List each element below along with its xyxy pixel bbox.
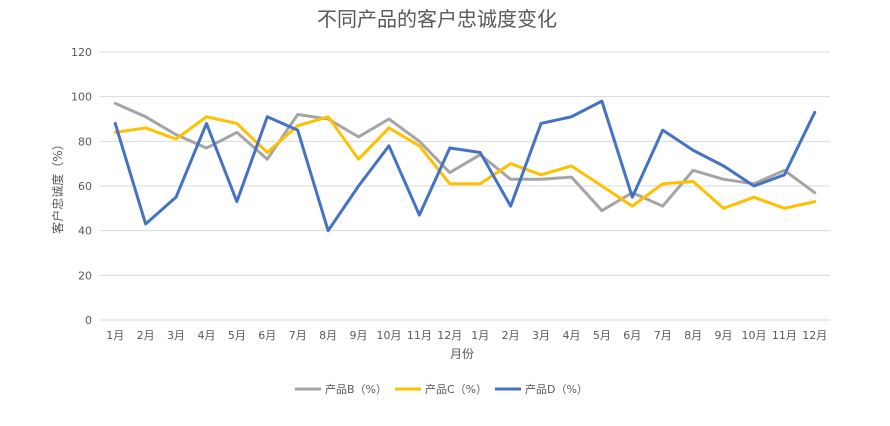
y-tick-label: 60 bbox=[78, 180, 92, 193]
x-axis-ticks: 1月 2月 3月 4月 5月 6月 7月 8月 9月 10月 11月 12月 1月 2月 3月 4月 5月 6月 7… bbox=[106, 329, 827, 342]
x-axis-label: 月份 bbox=[450, 347, 474, 361]
x-tick-label: 10月 bbox=[376, 329, 401, 342]
x-tick-label: 3月 bbox=[167, 329, 185, 342]
x-tick-label: 1月 bbox=[471, 329, 489, 342]
x-tick-label: 4月 bbox=[562, 329, 580, 342]
y-tick-label: 40 bbox=[78, 225, 92, 238]
x-tick-label: 3月 bbox=[532, 329, 550, 342]
x-tick-label: 9月 bbox=[350, 329, 368, 342]
x-tick-label: 7月 bbox=[289, 329, 307, 342]
x-tick-label: 7月 bbox=[654, 329, 672, 342]
x-tick-label: 11月 bbox=[407, 329, 432, 342]
y-tick-label: 100 bbox=[71, 91, 92, 104]
y-tick-label: 0 bbox=[85, 314, 92, 327]
x-tick-label: 9月 bbox=[715, 329, 733, 342]
x-tick-label: 2月 bbox=[137, 329, 155, 342]
gridlines bbox=[100, 51, 830, 321]
legend-label: 产品B（%） bbox=[325, 382, 387, 396]
y-tick-label: 80 bbox=[78, 135, 92, 148]
x-tick-label: 11月 bbox=[772, 329, 797, 342]
x-tick-label: 10月 bbox=[741, 329, 766, 342]
series-line-1 bbox=[113, 101, 817, 213]
x-tick-label: 8月 bbox=[684, 329, 702, 342]
x-tick-label: 12月 bbox=[802, 329, 827, 342]
legend-label: 产品D（%） bbox=[525, 382, 588, 396]
x-tick-label: 6月 bbox=[623, 329, 641, 342]
y-tick-label: 20 bbox=[78, 269, 92, 282]
legend: 产品B（%） 产品C（%） 产品D（%） bbox=[295, 382, 588, 396]
chart-title: 不同产品的客户忠诚度变化 bbox=[317, 7, 557, 31]
series-line-2 bbox=[113, 115, 817, 210]
series-line-3 bbox=[113, 99, 817, 233]
y-axis-ticks: 0 20 40 60 80 100 120 bbox=[71, 46, 92, 327]
x-tick-label: 5月 bbox=[228, 329, 246, 342]
x-tick-label: 4月 bbox=[197, 329, 215, 342]
x-tick-label: 1月 bbox=[106, 329, 124, 342]
x-tick-label: 12月 bbox=[437, 329, 462, 342]
y-tick-label: 120 bbox=[71, 46, 92, 59]
series-lines bbox=[113, 99, 817, 233]
x-tick-label: 5月 bbox=[593, 329, 611, 342]
legend-label: 产品C（%） bbox=[425, 382, 487, 396]
y-axis-label: 客户忠诚度（%） bbox=[50, 138, 65, 233]
x-tick-label: 2月 bbox=[502, 329, 520, 342]
x-tick-label: 6月 bbox=[258, 329, 276, 342]
x-tick-label: 8月 bbox=[319, 329, 337, 342]
